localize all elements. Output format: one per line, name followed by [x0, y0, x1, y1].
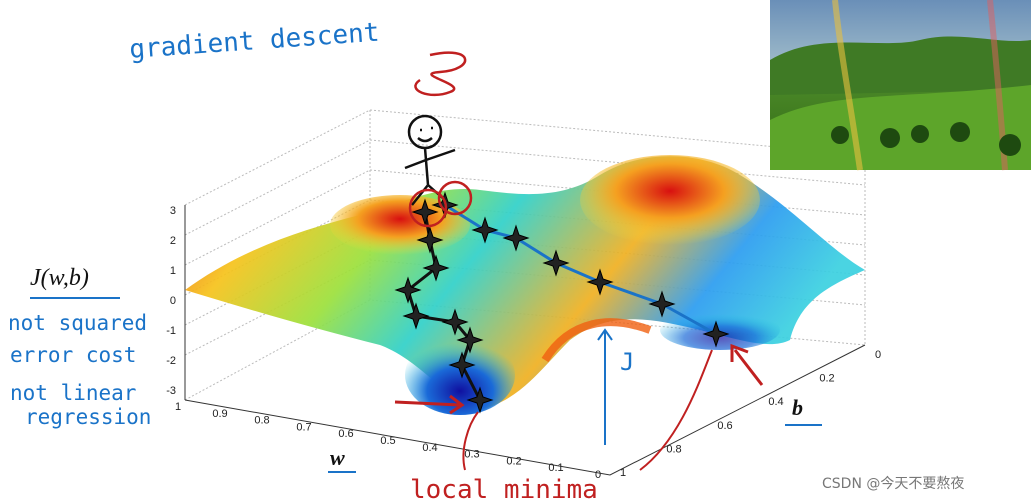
w-axis-label: w [330, 445, 345, 470]
w-tick-label: 0.9 [212, 408, 227, 420]
local-minima-label: local minima [410, 475, 598, 503]
step-markers [394, 191, 730, 414]
note-line: not squared [8, 311, 147, 335]
annotation-title: gradient descent [128, 18, 380, 65]
step-star [394, 276, 422, 304]
cost-label: J(w,b) [30, 265, 89, 291]
step-star [542, 249, 570, 277]
w-tick-label: 0 [595, 469, 601, 481]
b-tick-label: 0.6 [717, 420, 732, 432]
step-star [411, 198, 439, 226]
w-tick-label: 1 [175, 401, 181, 413]
step-star [648, 290, 676, 318]
z-tick-label: -3 [166, 385, 176, 397]
b-tick-label: 1 [620, 467, 626, 479]
z-tick-label: 2 [170, 235, 176, 247]
w-tick-label: 0.1 [548, 462, 563, 474]
step-star [441, 308, 469, 336]
stick-figure [404, 51, 473, 228]
step-star [456, 326, 484, 354]
b-tick-label: 0.2 [819, 373, 834, 385]
tick-labels: 3 2 1 0 -1 -2 -3 1 0.9 0.8 0.7 0.6 0.5 0.4 0.3 0.2 0.1 0 0… [166, 205, 881, 481]
w-tick-label: 0.7 [296, 421, 311, 433]
b-axis-label: b [792, 395, 803, 420]
step-star [702, 320, 730, 348]
w-tick-label: 0.3 [464, 449, 479, 461]
b-tick-label: 0.8 [666, 443, 681, 455]
step-star [416, 226, 444, 254]
z-tick-label: 1 [170, 265, 176, 277]
b-tick-label: 0.4 [768, 396, 783, 408]
step-star [471, 216, 499, 244]
w-tick-label: 0.8 [254, 415, 269, 427]
surface [185, 155, 865, 415]
annotation-arrows [30, 297, 822, 473]
landscape-photo [770, 0, 1031, 171]
j-label: J [620, 348, 634, 376]
b-tick-label: 0 [875, 349, 881, 361]
z-tick-label: 3 [170, 205, 176, 217]
w-tick-label: 0.2 [506, 455, 521, 467]
step-star [448, 351, 476, 379]
note-line: regression [25, 405, 151, 429]
step-star [502, 224, 530, 252]
note-line: error cost [10, 343, 136, 367]
w-tick-label: 0.6 [338, 428, 353, 440]
step-star [466, 386, 494, 414]
note-line: not linear [10, 381, 136, 405]
step-star [586, 268, 614, 296]
z-tick-label: 0 [170, 295, 176, 307]
step-star [422, 254, 450, 282]
w-tick-label: 0.4 [422, 442, 437, 454]
z-tick-label: -2 [166, 355, 176, 367]
z-tick-label: -1 [166, 325, 176, 337]
step-star [402, 302, 430, 330]
w-tick-label: 0.5 [380, 435, 395, 447]
watermark: CSDN @今天不要熬夜 [822, 476, 964, 492]
